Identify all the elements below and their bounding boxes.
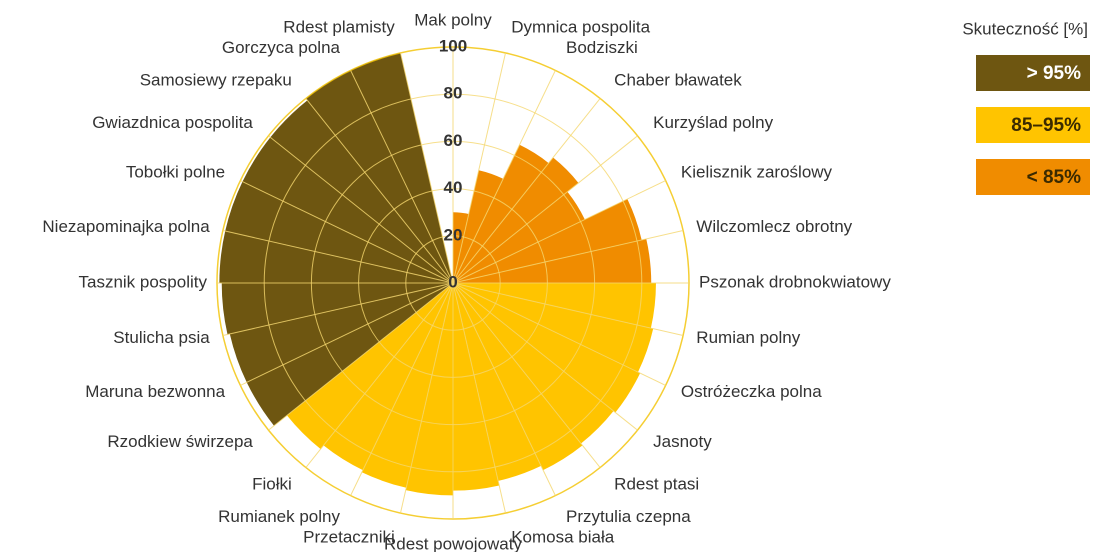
wedge: [305, 70, 453, 284]
wedge: [225, 181, 453, 283]
grid-spoke: [240, 282, 454, 386]
category-label: Komosa biała: [511, 528, 615, 547]
grid-spoke: [452, 180, 666, 284]
category-label: Samosiewy rzepaku: [140, 70, 292, 89]
wedge: [453, 283, 641, 413]
grid-spoke: [399, 52, 454, 284]
category-label: Dymnica pospolita: [511, 17, 650, 36]
category-label: Przetaczniki: [303, 528, 395, 547]
legend-label: 85–95%: [1011, 115, 1081, 136]
category-label: Mak polny: [414, 10, 492, 29]
grid-spoke: [305, 98, 454, 284]
legend-label: > 95%: [1027, 63, 1082, 84]
wedge: [453, 157, 579, 283]
r-tick-label: 40: [444, 178, 463, 197]
grid-spoke: [452, 282, 684, 337]
wedge: [270, 100, 453, 284]
wedge: [453, 283, 614, 444]
grid-spoke: [240, 180, 454, 284]
grid-spoke: [268, 135, 454, 284]
category-label: Pszonak drobnokwiatowy: [699, 272, 891, 291]
wedge: [361, 283, 453, 488]
legend-swatch: [976, 55, 1090, 91]
category-label: Rdest plamisty: [283, 17, 395, 36]
category-label: Niezapominajka polna: [42, 217, 210, 236]
category-label: Przytulia czepna: [566, 507, 691, 526]
grid-spoke: [350, 70, 454, 284]
wedge: [453, 170, 504, 283]
wedge: [453, 191, 585, 283]
grid-spoke: [268, 282, 454, 431]
category-label: Ostróżeczka polna: [681, 382, 822, 401]
grid-spoke: [399, 282, 454, 514]
grid-spoke: [452, 135, 638, 284]
grid-spoke: [452, 282, 666, 386]
category-label: Wilczomlecz obrotny: [696, 217, 852, 236]
category-label: Rdest ptasi: [614, 475, 699, 494]
r-tick-label: 60: [444, 131, 463, 150]
category-label: Rumianek polny: [218, 507, 340, 526]
grid-spoke: [222, 229, 454, 284]
legend-title: Skuteczność [%]: [962, 19, 1088, 38]
wedge: [453, 283, 542, 481]
r-tick-label: 20: [444, 225, 463, 244]
category-label: Bodziszki: [566, 38, 638, 57]
category-label: Tobołki polne: [126, 163, 225, 182]
category-label: Chaber bławatek: [614, 70, 742, 89]
wedge: [323, 283, 453, 471]
r-tick-label: 0: [448, 272, 457, 291]
legend-swatch: [976, 107, 1090, 143]
category-label: Kielisznik zaroślowy: [681, 163, 833, 182]
legend-swatch: [976, 159, 1090, 195]
grid-spoke: [452, 282, 601, 468]
grid-spoke: [305, 282, 454, 468]
wedge: [453, 144, 549, 283]
category-label: Fiołki: [252, 475, 292, 494]
wedge: [242, 137, 453, 283]
category-label: Maruna bezwonna: [85, 382, 225, 401]
wedge: [229, 283, 453, 383]
wedge: [453, 199, 642, 283]
category-label: Rumian polny: [696, 328, 800, 347]
grid-spoke: [452, 98, 601, 284]
category-label: Jasnoty: [653, 432, 712, 451]
category-label: Rzodkiew świrzepa: [107, 432, 253, 451]
grid-spoke: [452, 282, 638, 431]
category-label: Gorczyca polna: [222, 38, 341, 57]
category-label: Kurzyślad polny: [653, 113, 774, 132]
grid-spoke: [350, 282, 454, 496]
grid-spoke: [452, 282, 556, 496]
r-tick-label: 100: [439, 36, 467, 55]
category-label: Stulicha psia: [113, 328, 210, 347]
grid-spoke: [452, 70, 556, 284]
grid-spoke: [222, 282, 454, 337]
category-label: Gwiazdnica pospolita: [92, 113, 253, 132]
wedge: [286, 283, 453, 450]
grid-spoke: [452, 229, 684, 284]
category-label: Tasznik pospolity: [78, 272, 207, 291]
wedge: [453, 283, 654, 373]
category-label: Rdest powojowaty: [384, 534, 522, 552]
grid-spoke: [452, 52, 507, 284]
wedge: [246, 283, 453, 426]
r-tick-label: 80: [444, 84, 463, 103]
grid-spoke: [452, 282, 507, 514]
wedge: [453, 283, 583, 471]
legend-label: < 85%: [1027, 167, 1082, 188]
